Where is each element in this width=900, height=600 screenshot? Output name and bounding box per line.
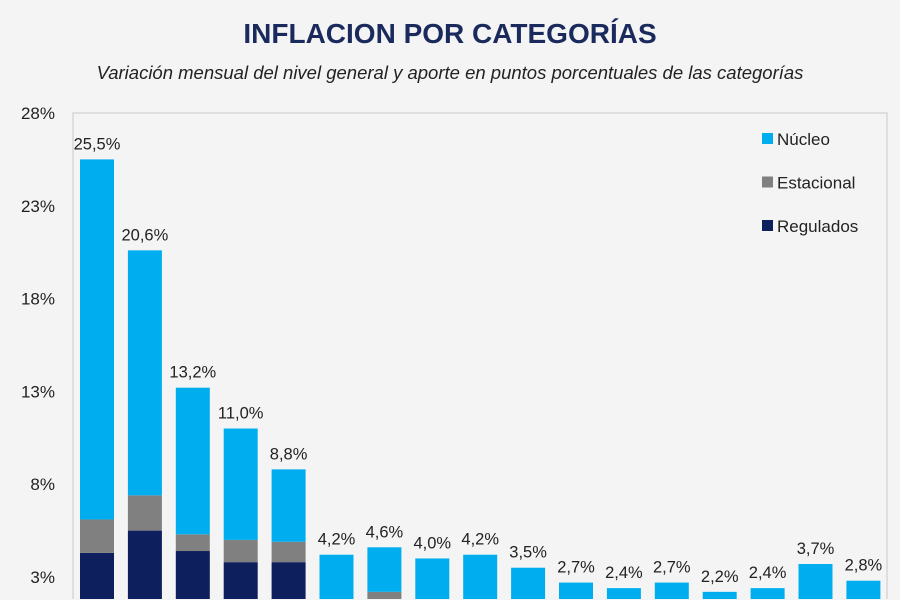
data-label: 4,2% [461,531,499,549]
bar-segment-estacional [367,591,402,599]
bar-segment-núcleo [175,387,210,535]
bar-segment-núcleo [319,554,354,599]
data-label: 3,7% [797,540,835,558]
bar-segment-núcleo [367,547,402,592]
bar-segment-núcleo [846,580,881,599]
bar-segment-núcleo [511,567,546,599]
data-label: 11,0% [218,405,264,423]
data-label: 2,7% [653,559,691,577]
y-tick-label: 23% [21,197,55,216]
bar-segment-núcleo [606,588,641,599]
bar-segment-regulados [80,552,114,599]
chart-title: INFLACION POR CATEGORÍAS [243,18,657,49]
data-label: 2,4% [749,564,787,582]
legend-label: Regulados [777,217,858,236]
y-tick-label: 3% [30,568,55,587]
bar-segment-núcleo [271,469,306,542]
bar-segment-núcleo [702,591,737,599]
bar-segment-núcleo [654,582,689,599]
bar-segment-núcleo [80,159,114,520]
legend-swatch [762,133,773,144]
y-tick-label: 28% [21,104,55,123]
data-label: 4,0% [413,534,451,552]
bar-segment-núcleo [750,588,785,599]
data-label: 20,6% [122,226,169,244]
data-label: 13,2% [169,364,216,382]
data-label: 25,5% [74,135,121,153]
y-tick-label: 8% [30,475,55,494]
chart-subtitle: Variación mensual del nivel general y ap… [96,62,804,83]
bar-segment-núcleo [463,554,498,599]
bar-segment-estacional [223,539,258,563]
data-label: 2,8% [845,557,883,575]
legend-swatch [762,176,773,188]
bar-segment-estacional [127,495,162,531]
legend-label: Núcleo [777,130,830,149]
bar-segment-estacional [271,541,306,563]
data-label: 8,8% [270,445,308,463]
y-tick-label: 13% [21,382,55,401]
legend-swatch [762,220,773,231]
bar-segment-núcleo [798,564,833,599]
bar-segment-regulados [271,562,306,599]
bar-segment-regulados [175,551,210,599]
bar-segment-estacional [175,534,210,552]
legend-label: Estacional [777,174,855,193]
bar-segment-regulados [223,562,258,599]
y-tick-label: 18% [21,290,55,309]
bar-segment-núcleo [559,582,593,599]
bar-segment-estacional [80,519,114,553]
data-label: 4,2% [318,531,356,549]
bar-segment-núcleo [127,250,162,496]
data-label: 4,6% [366,523,404,541]
bar-segment-núcleo [223,428,258,540]
bar-segment-regulados [127,530,162,599]
bar-segment-núcleo [415,558,450,599]
data-label: 2,4% [605,564,643,582]
data-label: 3,5% [509,544,547,562]
plot-frame [72,112,888,599]
data-label: 2,2% [701,568,739,586]
data-label: 2,7% [557,559,595,577]
